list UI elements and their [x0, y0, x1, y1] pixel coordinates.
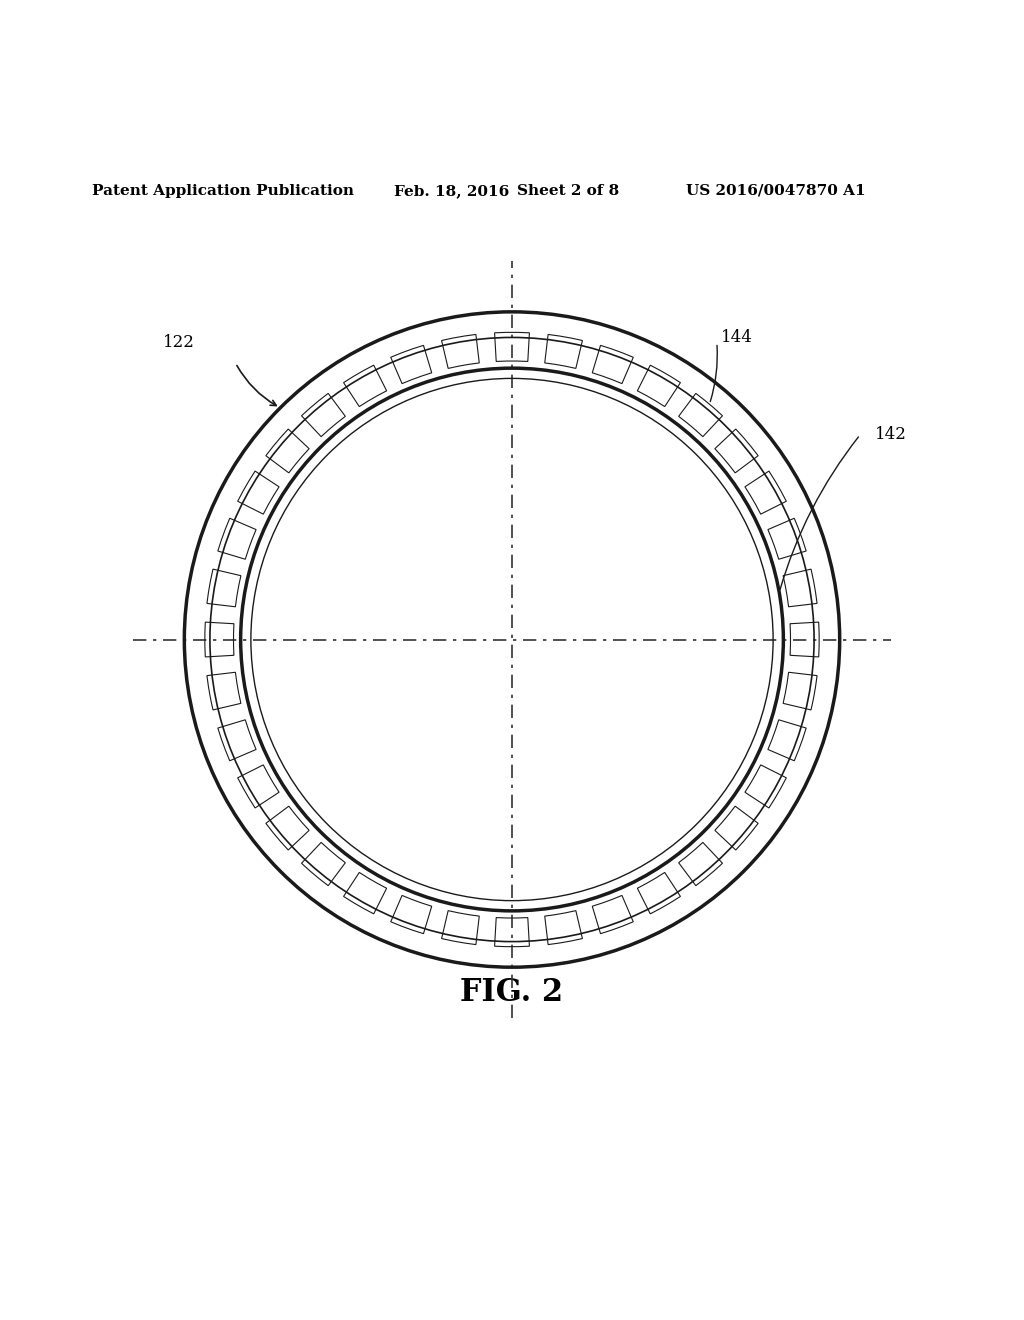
Text: 122: 122: [163, 334, 196, 351]
Text: Sheet 2 of 8: Sheet 2 of 8: [517, 183, 620, 198]
Text: FIG. 2: FIG. 2: [461, 977, 563, 1008]
Text: Patent Application Publication: Patent Application Publication: [92, 183, 354, 198]
Text: US 2016/0047870 A1: US 2016/0047870 A1: [686, 183, 865, 198]
Text: 142: 142: [874, 426, 907, 444]
Text: 144: 144: [721, 329, 754, 346]
Text: Feb. 18, 2016: Feb. 18, 2016: [394, 183, 510, 198]
